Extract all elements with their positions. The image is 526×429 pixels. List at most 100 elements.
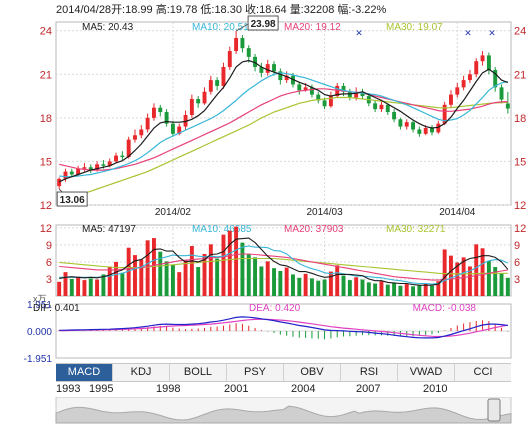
candle-body <box>347 91 352 98</box>
volume-bar <box>69 278 74 296</box>
candle-body <box>430 128 434 133</box>
candle-body <box>133 135 137 140</box>
tab-boll[interactable]: BOLL <box>170 364 227 381</box>
candle-body <box>335 85 340 97</box>
chart-canvas[interactable]: 12 12 15 15 18 18 21 21 24 24 2014/02 2014/03 2014/0… <box>0 0 526 362</box>
volume-ytick-right: 3 <box>514 274 520 286</box>
volume-bar <box>303 273 308 296</box>
min-annotation-label: 13.06 <box>60 195 85 206</box>
candle-body <box>202 91 207 104</box>
candle-body <box>328 96 333 107</box>
price-xtick: 2014/02 <box>155 207 192 218</box>
candle-body <box>373 103 378 110</box>
open-value: 18.99 <box>125 4 153 16</box>
volume-bar <box>227 230 232 296</box>
volume-bar <box>139 259 144 296</box>
tab-vwad[interactable]: VWAD <box>398 364 455 381</box>
low-value: 18.30 <box>214 4 242 16</box>
event-marker-icon: ✕ <box>488 28 496 38</box>
price-ma5-line <box>58 59 509 183</box>
candle-body <box>392 112 397 120</box>
volume-bar <box>246 254 251 296</box>
volume-bar <box>480 248 485 296</box>
tab-rsi[interactable]: RSI <box>341 364 398 381</box>
price-ma30-line <box>59 96 508 202</box>
candle-body <box>467 74 472 81</box>
indicator-tabbar: MACD KDJ BOLL PSY OBV RSI VWAD CCI <box>56 363 511 382</box>
candle-body <box>95 164 100 171</box>
tab-kdj[interactable]: KDJ <box>113 364 170 381</box>
tab-macd[interactable]: MACD <box>56 364 113 381</box>
candle-body <box>284 75 289 81</box>
volume-bar <box>82 280 87 296</box>
volume-bar <box>189 246 194 296</box>
volume-bar <box>398 285 403 296</box>
volume-ma10-line <box>59 245 509 285</box>
volume-bar <box>455 262 460 296</box>
volume-value: 32208 <box>303 4 335 16</box>
quote-date: 2014/04/28 <box>56 4 112 16</box>
candle-body <box>486 55 491 70</box>
candle-body <box>480 55 485 62</box>
candle-body <box>107 161 112 166</box>
volume-ytick-left: 3 <box>46 274 52 286</box>
price-legend-ma20: MA20: 19.12 <box>284 22 341 33</box>
volume-bar <box>240 242 245 296</box>
tab-cci[interactable]: CCI <box>473 366 493 378</box>
candle-body <box>442 104 447 124</box>
candle-body <box>411 122 416 130</box>
volume-bar <box>467 266 472 296</box>
price-ytick-left: 24 <box>40 26 52 38</box>
volume-bar <box>328 271 333 296</box>
volume-bar <box>170 264 175 296</box>
candle-body <box>88 167 93 171</box>
volume-bar <box>291 274 295 296</box>
candle-body <box>101 164 106 166</box>
volume-bar <box>354 277 359 296</box>
candle-body <box>215 80 220 86</box>
price-ytick-left: 21 <box>40 69 52 81</box>
volume-bar <box>265 261 270 296</box>
volume-legend-ma30: MA30: 32271 <box>386 224 446 235</box>
price-panel-frame <box>55 21 512 206</box>
volume-bar <box>316 280 321 296</box>
volume-bar <box>430 285 434 296</box>
price-legend-ma10: MA10: 20.51 <box>192 22 249 33</box>
candle-body <box>189 98 194 115</box>
macd-ytick: -1.951 <box>24 354 53 362</box>
candle-body <box>493 69 498 88</box>
candle-body <box>120 155 125 158</box>
volume-bar <box>297 277 302 296</box>
price-ma20-line <box>59 88 508 171</box>
volume-legend-ma5: MA5: 47197 <box>82 224 136 235</box>
volume-bar <box>404 284 409 296</box>
volume-bar <box>493 267 498 296</box>
event-marker-icon: ✕ <box>464 28 472 38</box>
volume-bar <box>442 249 447 296</box>
candle-body <box>291 75 295 85</box>
macd-dea-line <box>59 318 508 338</box>
history-range-slider[interactable] <box>0 397 526 425</box>
candle-body <box>259 67 264 73</box>
low-label: 低: <box>200 4 215 16</box>
high-label: 高: <box>155 4 170 16</box>
candle-body <box>114 155 118 162</box>
tab-obv[interactable]: OBV <box>284 364 341 381</box>
change-label: 幅: <box>337 4 352 16</box>
price-ytick-left: 15 <box>40 156 52 168</box>
volume-ma5-line <box>59 237 509 286</box>
candle-body <box>151 107 156 118</box>
tab-psy[interactable]: PSY <box>227 364 284 381</box>
candle-body <box>76 168 81 175</box>
candle-body <box>423 128 428 134</box>
volume-bar <box>196 267 201 296</box>
volume-bar <box>164 261 169 296</box>
quote-header: 2014/04/28开:18.99 高:19.78 低:18.30 收:18.6… <box>56 1 386 17</box>
candle-body <box>69 171 74 175</box>
volume-bar <box>234 226 239 296</box>
candle-body <box>354 91 359 98</box>
volume-ytick-right: 9 <box>514 240 520 252</box>
high-value: 19.78 <box>169 4 198 16</box>
candle-body <box>341 85 346 92</box>
volume-bar <box>461 257 466 296</box>
